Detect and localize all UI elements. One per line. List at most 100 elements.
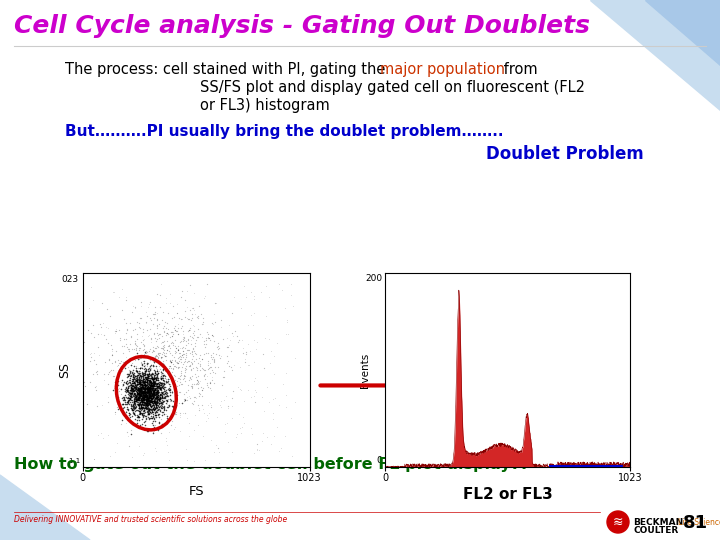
- Point: [222, 438, 234, 447]
- Point: [146, 386, 158, 395]
- Point: [138, 387, 149, 396]
- Point: [139, 389, 150, 397]
- Point: [114, 384, 125, 393]
- Point: [135, 370, 147, 379]
- Point: [117, 416, 128, 424]
- Point: [186, 347, 198, 356]
- Point: [146, 401, 158, 409]
- Point: [161, 319, 173, 327]
- Point: [132, 400, 144, 408]
- Point: [133, 390, 145, 399]
- Point: [125, 388, 137, 397]
- Point: [138, 395, 150, 404]
- Point: [131, 391, 143, 400]
- Point: [199, 340, 210, 349]
- Point: [148, 377, 160, 386]
- Point: [150, 375, 162, 383]
- Point: [143, 404, 155, 413]
- Point: [238, 413, 249, 422]
- Point: [139, 370, 150, 379]
- Point: [148, 381, 160, 390]
- Point: [139, 387, 150, 396]
- Point: [151, 321, 163, 330]
- Point: [138, 341, 150, 350]
- Point: [188, 347, 199, 355]
- Point: [174, 349, 185, 357]
- Point: [140, 390, 152, 399]
- Point: [145, 383, 156, 392]
- Point: [149, 394, 161, 403]
- Point: [130, 339, 141, 347]
- Point: [148, 389, 159, 398]
- Point: [174, 409, 186, 417]
- Point: [184, 346, 195, 355]
- Point: [157, 396, 168, 405]
- Point: [186, 314, 198, 323]
- Point: [181, 357, 193, 366]
- Point: [138, 381, 149, 389]
- Point: [192, 380, 203, 388]
- Point: [143, 388, 154, 396]
- Point: [122, 387, 133, 395]
- Point: [151, 321, 163, 329]
- Point: [248, 320, 259, 329]
- Point: [151, 401, 163, 409]
- Point: [153, 353, 164, 362]
- Point: [152, 350, 163, 359]
- Point: [248, 358, 259, 367]
- Point: [121, 408, 132, 416]
- Point: [93, 430, 104, 439]
- Point: [125, 381, 136, 389]
- Point: [130, 395, 141, 403]
- Point: [161, 406, 172, 414]
- Point: [167, 363, 179, 372]
- Point: [171, 347, 182, 356]
- Point: [149, 400, 161, 409]
- Point: [198, 336, 210, 345]
- Point: [184, 394, 196, 403]
- Point: [134, 386, 145, 395]
- Point: [192, 380, 204, 388]
- Point: [126, 389, 138, 398]
- Point: [78, 338, 89, 347]
- Point: [143, 387, 154, 395]
- Point: [251, 446, 263, 455]
- Point: [154, 397, 166, 406]
- Point: [132, 376, 143, 384]
- Point: [141, 381, 153, 389]
- Point: [144, 325, 156, 333]
- Point: [144, 384, 156, 393]
- Point: [165, 339, 176, 347]
- Point: [149, 404, 161, 413]
- Point: [152, 383, 163, 392]
- Point: [142, 302, 153, 311]
- Point: [186, 310, 197, 319]
- Point: [132, 380, 143, 388]
- Point: [122, 397, 133, 406]
- Point: [213, 344, 225, 353]
- Circle shape: [607, 511, 629, 533]
- Point: [168, 347, 180, 356]
- Point: [148, 379, 160, 387]
- Point: [131, 389, 143, 398]
- Point: [129, 390, 140, 399]
- Point: [204, 350, 216, 359]
- Point: [140, 403, 152, 411]
- Point: [144, 375, 156, 384]
- Point: [154, 384, 166, 393]
- Point: [135, 409, 146, 417]
- Point: [132, 375, 143, 384]
- Point: [164, 361, 176, 370]
- Point: [153, 375, 164, 384]
- Point: [146, 382, 158, 390]
- Point: [144, 398, 156, 407]
- Point: [138, 397, 149, 406]
- Point: [143, 392, 154, 401]
- Point: [188, 356, 199, 365]
- Point: [145, 398, 157, 407]
- Point: [135, 380, 147, 388]
- Point: [156, 428, 167, 437]
- Point: [135, 386, 146, 394]
- Point: [138, 371, 149, 380]
- Point: [134, 380, 145, 388]
